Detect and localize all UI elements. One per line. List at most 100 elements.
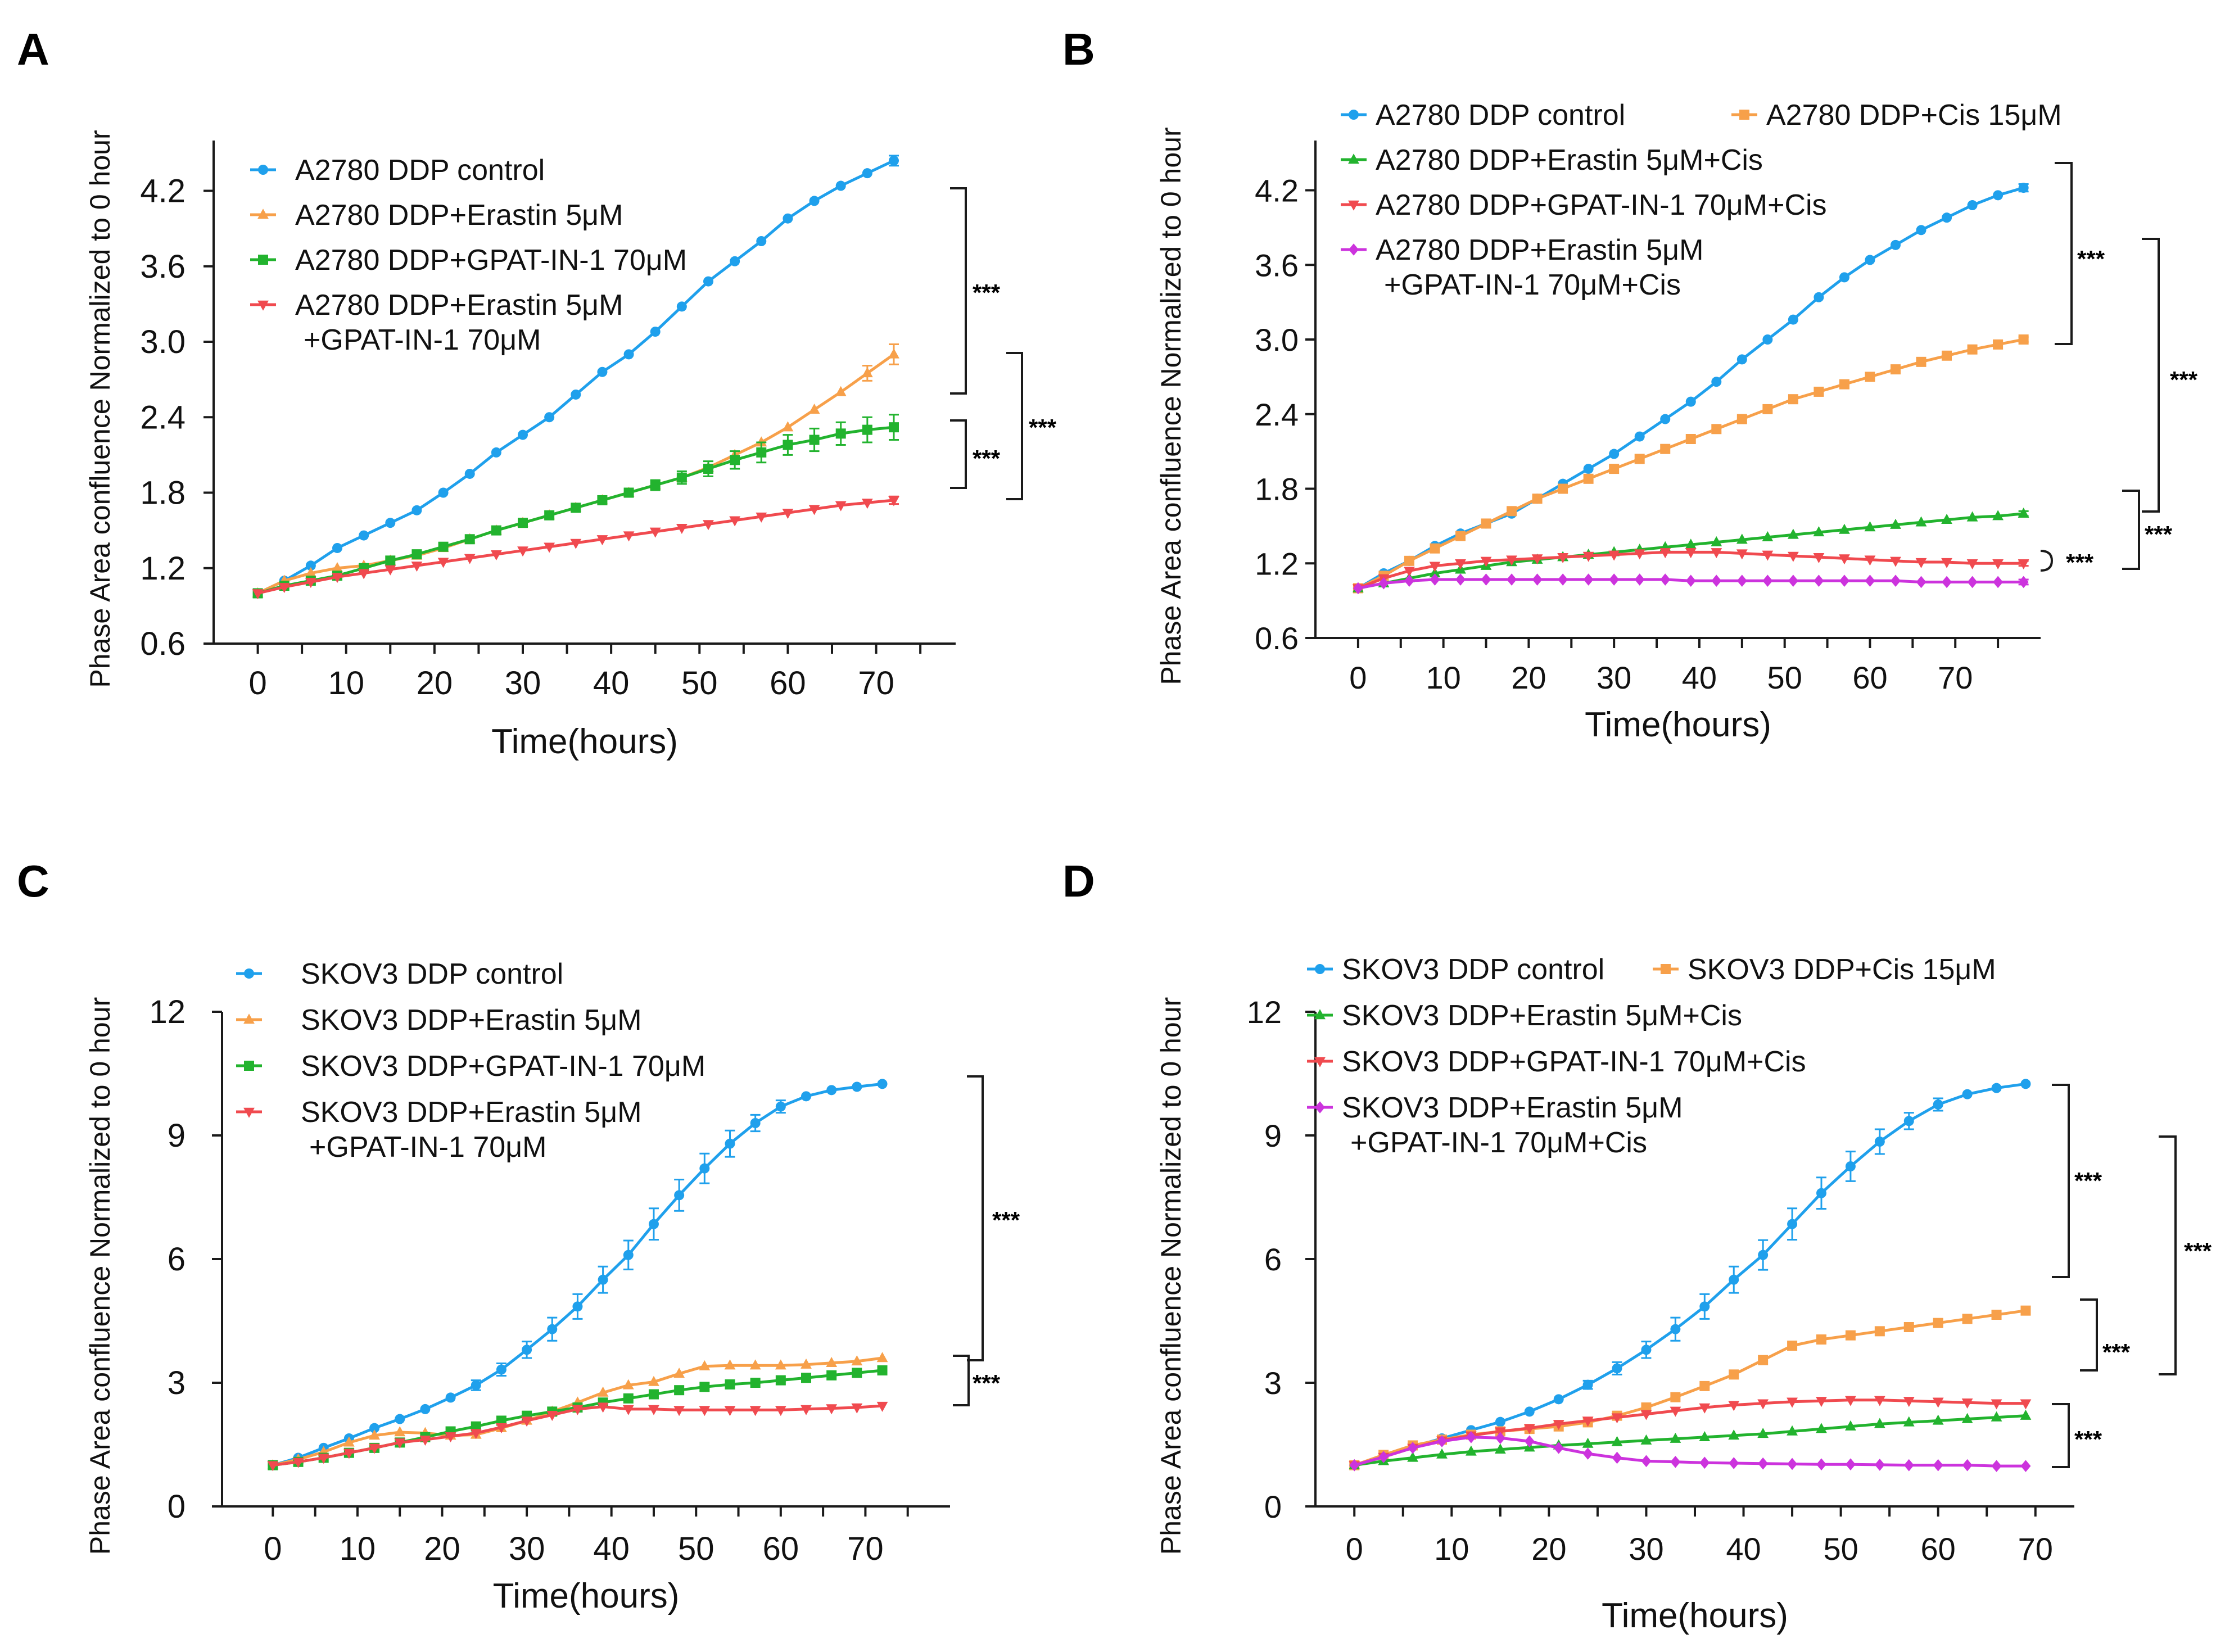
data-point [1353, 582, 1363, 595]
y-axis-label: Phase Area confluence Normalized to 0 ho… [84, 997, 116, 1555]
data-point [1728, 1401, 1740, 1411]
data-point [623, 531, 635, 542]
data-point [546, 1411, 558, 1421]
data-point [369, 1429, 380, 1440]
legend-label-line: SKOV3 DDP+GPAT-IN-1 70μM [301, 1050, 705, 1083]
data-point [1942, 576, 1952, 589]
data-point [1915, 516, 1927, 527]
series-2 [1349, 1409, 2032, 1469]
data-point [889, 422, 899, 433]
data-point [889, 155, 899, 166]
data-point [782, 509, 794, 519]
data-point [729, 516, 741, 527]
data-point [1993, 339, 2004, 350]
legend-marker [1349, 243, 1359, 256]
legend-label-line: A2780 DDP+GPAT-IN-1 70μM+Cis [1376, 189, 1827, 221]
legend-marker [257, 209, 269, 219]
panel-letter: A [17, 24, 49, 74]
legend-entry: SKOV3 DDP+Erastin 5μM+Cis [1307, 999, 1742, 1032]
data-point [1699, 1456, 1710, 1469]
legend-entry: SKOV3 DDP+GPAT-IN-1 70μM+Cis [1307, 1045, 1806, 1078]
data-point [703, 276, 713, 287]
data-point [1966, 559, 1978, 570]
significance-label: *** [973, 445, 1001, 472]
data-point [343, 1449, 355, 1459]
legend-label-line: SKOV3 DDP+Erastin 5μM+Cis [1342, 999, 1742, 1032]
data-point [862, 424, 872, 435]
data-point [572, 1301, 583, 1312]
data-point [1941, 514, 1952, 524]
data-point [420, 1404, 431, 1414]
data-point [438, 541, 449, 552]
data-point [544, 542, 555, 553]
y-tick-label: 0 [168, 1488, 186, 1525]
series-3 [1352, 548, 2029, 595]
data-point [676, 523, 688, 534]
data-point [1553, 1420, 1564, 1431]
data-point [1557, 553, 1569, 563]
legend-label-line: A2780 DDP control [1376, 99, 1625, 132]
data-point [464, 534, 475, 545]
y-tick-label: 3 [1264, 1365, 1282, 1401]
data-point [318, 1454, 329, 1464]
data-point [1670, 1324, 1681, 1334]
data-point [571, 503, 581, 513]
data-point [1640, 1434, 1652, 1445]
x-tick-label: 40 [593, 1531, 630, 1567]
data-point [775, 1359, 786, 1370]
data-point [1495, 1432, 1505, 1445]
data-point [1728, 1429, 1740, 1440]
significance-bracket: *** [2040, 549, 2094, 576]
y-tick-label: 0 [1264, 1489, 1282, 1524]
significance-bracket: *** [2142, 238, 2198, 513]
legend-marker [243, 1013, 255, 1024]
panel-B: B 0.6 1.2 1.8 2.4 3.0 3.6 4.2 0 10 20 30 40 50 60 70 Tim… [1062, 24, 2198, 744]
significance-label: *** [992, 1207, 1020, 1233]
data-point [1915, 558, 1927, 568]
data-point [1404, 567, 1415, 577]
data-point [1903, 1322, 1914, 1332]
data-point [570, 538, 582, 549]
bracket-line [967, 1075, 984, 1361]
data-point [332, 573, 343, 583]
data-point [623, 1393, 634, 1404]
data-point [1991, 1460, 2002, 1472]
bracket-line [953, 1355, 970, 1406]
data-point [1378, 1451, 1389, 1463]
series-line [1354, 1309, 2026, 1467]
data-point [411, 549, 422, 560]
data-point [1641, 1455, 1652, 1468]
legend-label-line: SKOV3 DDP+GPAT-IN-1 70μM+Cis [1342, 1045, 1806, 1078]
data-point [2018, 183, 2029, 193]
data-point [1685, 548, 1697, 559]
legend-label-line: A2780 DDP+Erastin 5μM+Cis [1376, 144, 1763, 176]
x-axis-label: Time(hours) [1585, 705, 1771, 744]
series-0 [252, 155, 899, 599]
data-point [699, 1382, 710, 1392]
data-point [1430, 543, 1440, 554]
data-point [1845, 1458, 1856, 1470]
legend-label: SKOV3 DDP control [301, 958, 563, 990]
data-point [1609, 449, 1620, 459]
data-point [622, 1379, 634, 1390]
data-point [496, 1423, 507, 1433]
y-tick-label: 1.8 [140, 475, 186, 512]
data-point [438, 487, 449, 498]
y-tick-label: 9 [1264, 1118, 1282, 1153]
data-point [1788, 314, 1798, 325]
data-point [598, 1274, 608, 1285]
legend-label: A2780 DDP+GPAT-IN-1 70μM [295, 244, 687, 277]
data-point [1961, 1398, 1973, 1409]
data-point [623, 349, 634, 360]
significance-bracket: *** [2052, 1403, 2102, 1468]
data-point [1787, 528, 1799, 539]
data-point [343, 1436, 355, 1447]
data-point [596, 535, 608, 546]
data-point [1758, 1457, 1769, 1470]
x-tick-label: 70 [2018, 1531, 2053, 1567]
data-point [1659, 548, 1671, 559]
data-point [1641, 1402, 1652, 1413]
data-point [648, 1375, 659, 1386]
data-point [1839, 379, 1849, 390]
legend-label-line: SKOV3 DDP+Cis 15μM [1688, 953, 1996, 986]
